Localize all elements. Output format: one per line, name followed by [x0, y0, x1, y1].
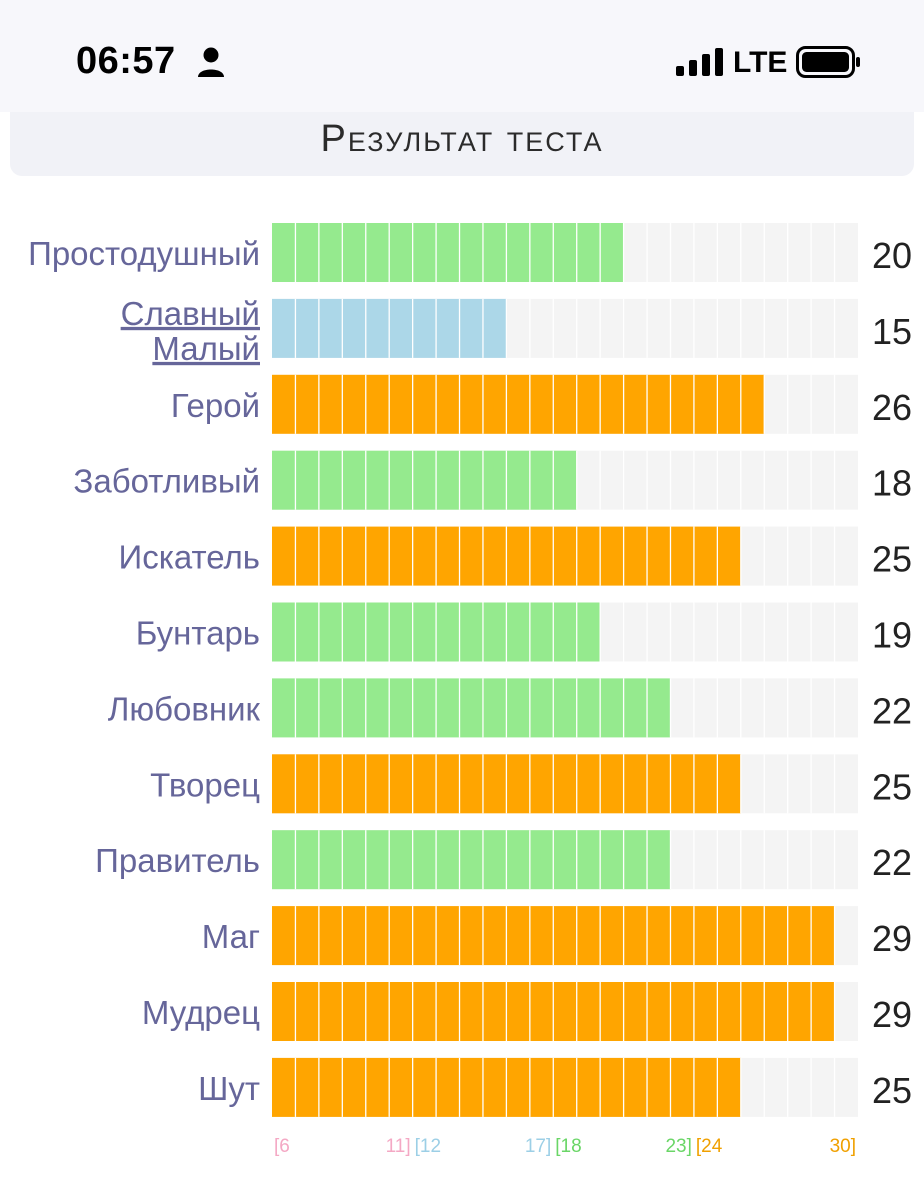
bar-value-label: 29 — [872, 918, 912, 959]
category-label: Творец — [150, 766, 260, 803]
range-end-label: 23] — [665, 1136, 691, 1157]
bar-value-label: 19 — [872, 615, 912, 656]
bar-fill — [272, 450, 577, 510]
category-label: Любовник — [108, 690, 261, 727]
bar-value-label: 22 — [872, 842, 912, 883]
range-end-label: 17] — [525, 1136, 551, 1157]
range-end-label: 11] — [386, 1136, 411, 1157]
status-time: 06:57 — [76, 40, 176, 82]
page-title: Результат теста — [320, 118, 604, 160]
category-label: Маг — [202, 918, 260, 955]
bar-value-label: 25 — [872, 539, 912, 580]
signal-bars-icon — [676, 48, 723, 76]
category-label: Простодушный — [28, 235, 260, 272]
bar-value-label: 18 — [872, 463, 912, 504]
category-label: Шут — [198, 1070, 260, 1107]
bar-value-label: 26 — [872, 387, 912, 428]
range-start-label: [6 — [274, 1136, 290, 1157]
range-start-label: [24 — [696, 1136, 723, 1157]
person-icon — [198, 47, 224, 77]
status-bar — [0, 0, 924, 112]
bar-fill — [272, 223, 624, 282]
bar-fill — [272, 678, 671, 738]
category-label: Заботливый — [73, 463, 260, 500]
range-end-label: 30] — [830, 1136, 856, 1157]
bar-fill — [272, 830, 671, 890]
bar-value-label: 25 — [872, 1070, 912, 1111]
battery-icon — [796, 46, 860, 78]
category-label: Искатель — [119, 539, 260, 576]
bar-fill — [272, 374, 765, 434]
bar-value-label: 22 — [872, 690, 912, 731]
category-label: Бунтарь — [136, 615, 260, 652]
bar-value-label: 20 — [872, 235, 912, 276]
bar-value-label: 25 — [872, 766, 912, 807]
range-start-label: [18 — [555, 1136, 581, 1157]
category-label: Мудрец — [142, 994, 260, 1031]
category-label: Правитель — [95, 842, 260, 879]
bar-value-label: 15 — [872, 311, 912, 352]
category-link-label[interactable]: Славный — [121, 295, 260, 332]
bar-value-label: 29 — [872, 994, 912, 1035]
range-start-label: [12 — [415, 1136, 441, 1157]
network-type: LTE — [733, 46, 788, 79]
category-link-label[interactable]: Малый — [152, 330, 260, 367]
category-label: Герой — [171, 387, 260, 424]
title-card — [10, 112, 914, 176]
